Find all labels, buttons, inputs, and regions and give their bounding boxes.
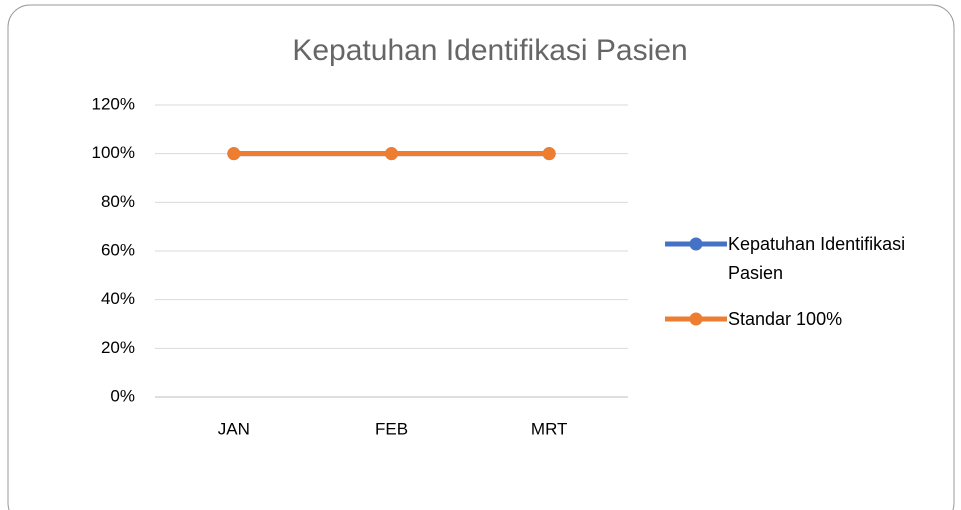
chart-title: Kepatuhan Identifikasi Pasien: [292, 34, 687, 67]
y-tick-label: 40%: [101, 289, 135, 308]
x-tick-label: FEB: [375, 419, 408, 438]
x-tick-label: MRT: [531, 419, 568, 438]
chart-frame: [7, 4, 955, 510]
y-tick-label: 0%: [110, 386, 135, 405]
data-point: [385, 147, 398, 161]
legend-label: Standar 100%: [728, 308, 843, 329]
legend-marker: [689, 237, 703, 251]
y-tick-label: 20%: [101, 338, 135, 357]
legend-marker: [689, 312, 703, 326]
data-point: [542, 147, 556, 161]
y-tick-label: 80%: [101, 192, 135, 211]
y-tick-label: 60%: [101, 240, 135, 259]
data-point: [227, 147, 241, 161]
legend-label: Kepatuhan Identifikasi Pasien: [728, 233, 906, 283]
y-tick-label: 120%: [92, 94, 135, 113]
x-tick-label: JAN: [218, 419, 250, 438]
y-tick-label: 100%: [92, 143, 135, 162]
